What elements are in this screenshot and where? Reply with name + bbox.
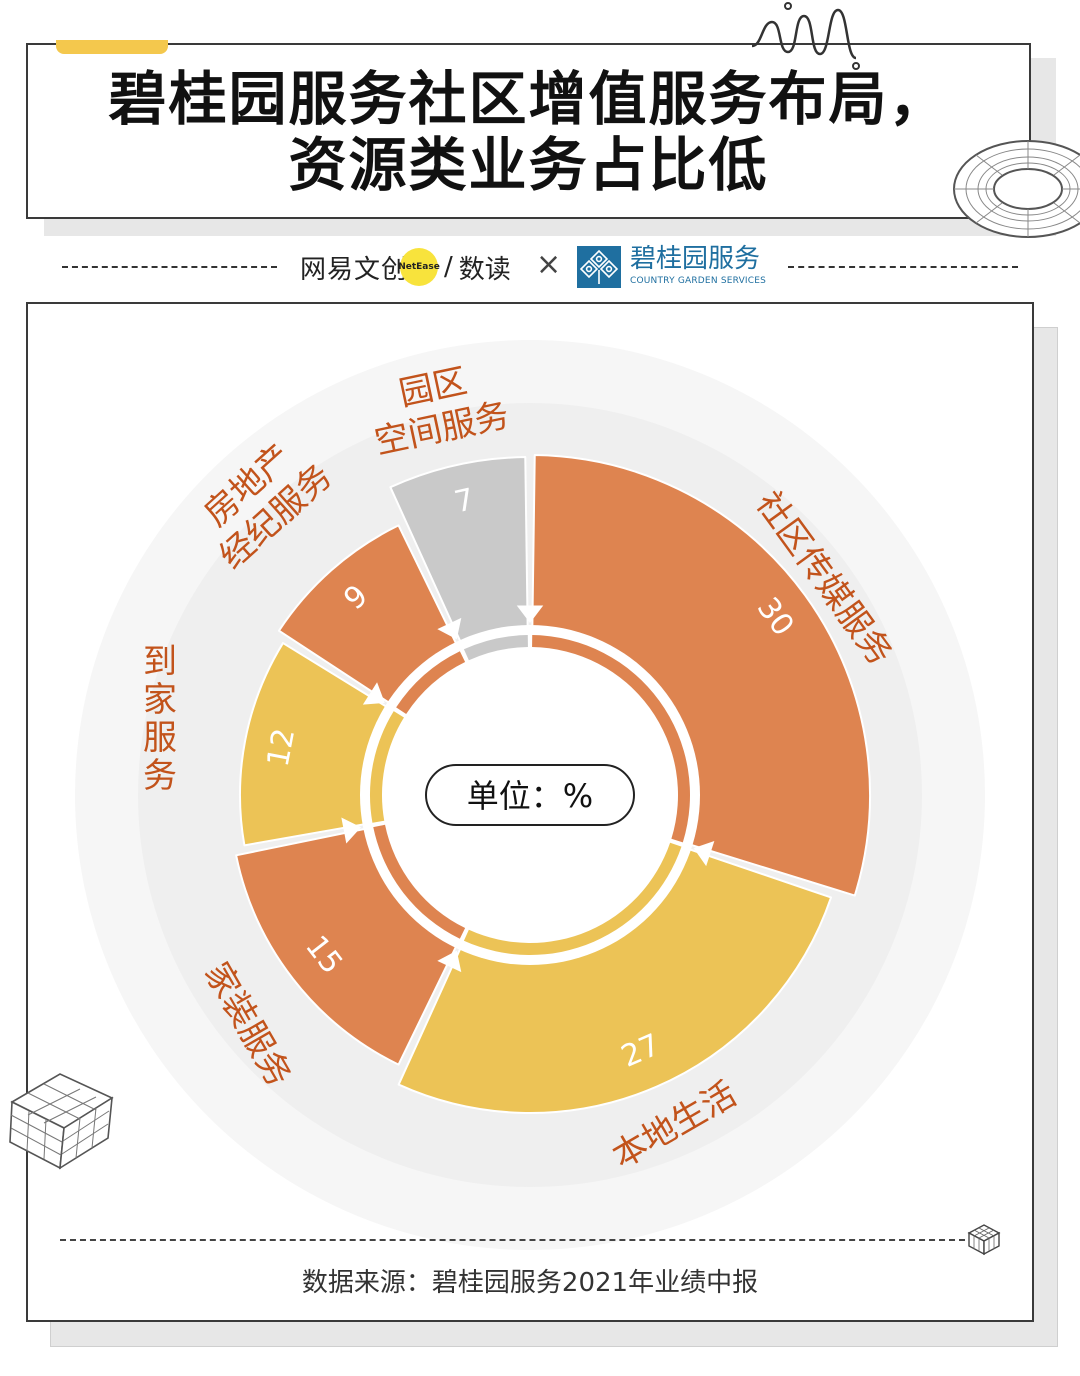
unit-pill bbox=[425, 764, 635, 826]
inner-ring-4 bbox=[396, 651, 466, 714]
netease-wordmark: 网易文创 bbox=[300, 254, 409, 285]
inner-ring-2 bbox=[373, 824, 466, 939]
cube-decoration-icon bbox=[9, 1073, 114, 1170]
partner-english-name: COUNTRY GARDEN SERVICES bbox=[630, 276, 767, 286]
brand-divider-right bbox=[788, 266, 1018, 268]
brand-row: 网易文创 NetEase / 数读 × 碧桂园服务 COUNTRY GARDEN… bbox=[0, 243, 1080, 291]
value-label-3: 12 bbox=[261, 726, 303, 770]
boundary-marker-4 bbox=[362, 682, 385, 705]
boundary-marker-3 bbox=[341, 817, 362, 844]
partner-name: 碧桂园服务 bbox=[630, 244, 761, 274]
title-accent-tab bbox=[56, 40, 168, 54]
shudu-wordmark: 数读 bbox=[458, 254, 511, 285]
category-label-3: 到家服务 bbox=[143, 642, 177, 796]
unit-label: 单位：% bbox=[467, 777, 593, 815]
source-divider bbox=[60, 1239, 965, 1241]
title-box bbox=[26, 43, 1031, 219]
netease-badge: NetEase bbox=[398, 248, 440, 286]
brand-slash: / bbox=[444, 252, 453, 282]
torus-decoration-icon bbox=[953, 140, 1080, 238]
boundary-marker-1 bbox=[693, 840, 715, 867]
page-title: 碧桂园服务社区增值服务布局， 资源类业务占比低 bbox=[26, 66, 1031, 198]
netease-brand: 网易文创 NetEase / 数读 bbox=[300, 247, 511, 287]
brand-divider-left bbox=[62, 266, 277, 268]
inner-ring-1 bbox=[463, 842, 682, 956]
squiggle-decoration-icon bbox=[751, 2, 860, 70]
boundary-marker-0 bbox=[516, 605, 544, 623]
country-garden-logo-icon bbox=[577, 246, 621, 288]
boundary-marker-5 bbox=[437, 617, 462, 640]
inner-ring-3 bbox=[369, 711, 404, 823]
small-cube-icon bbox=[967, 1224, 1001, 1256]
collab-cross: × bbox=[536, 247, 562, 282]
data-source: 数据来源：碧桂园服务2021年业绩中报 bbox=[301, 1268, 759, 1298]
inner-ring-5 bbox=[463, 635, 528, 661]
boundary-marker-2 bbox=[437, 950, 462, 973]
title-line-1: 碧桂园服务社区增值服务布局， bbox=[108, 65, 949, 133]
title-line-2: 资源类业务占比低 bbox=[288, 131, 769, 199]
